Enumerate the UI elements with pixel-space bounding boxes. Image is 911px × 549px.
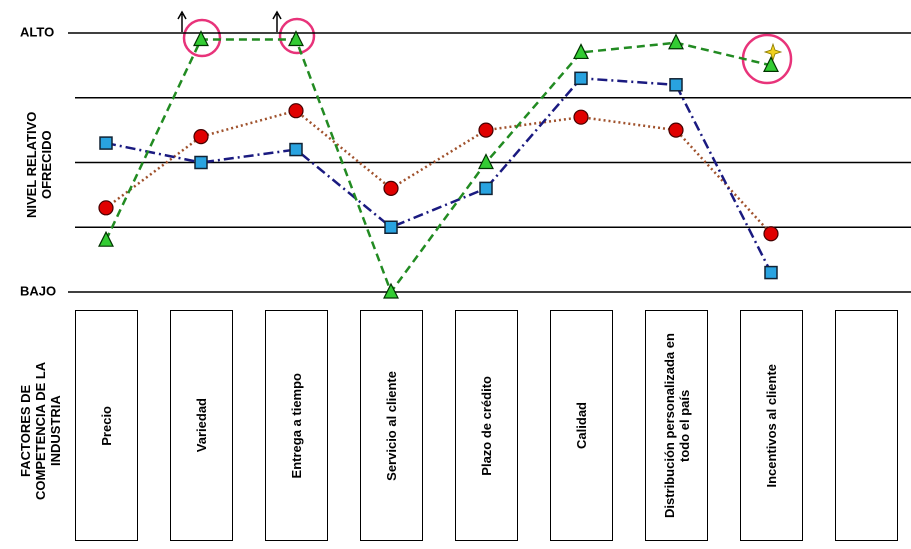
star — [763, 42, 783, 62]
x-tick-label: Distribución personalizada en todo el pa… — [661, 333, 692, 518]
x-tick-label: Plazo de crédito — [479, 375, 494, 476]
marker — [669, 78, 683, 92]
marker — [384, 220, 398, 234]
x-tick-label: Calidad — [574, 402, 589, 449]
marker — [98, 200, 114, 216]
x-tick-label: Variedad — [194, 398, 209, 453]
marker — [764, 265, 778, 280]
category-box: Distribución personalizada en todo el pa… — [645, 310, 708, 541]
marker — [573, 43, 589, 60]
marker — [194, 155, 208, 170]
arrow — [272, 10, 282, 32]
y-axis-title-wrap: NIVEL RELATIVO OFRECIDO — [14, 90, 64, 240]
category-box: Variedad — [170, 310, 233, 541]
marker — [478, 153, 494, 170]
y-tick-label: BAJO — [20, 283, 56, 298]
arrow — [177, 10, 187, 32]
category-box: Servicio al cliente — [360, 310, 423, 541]
marker — [668, 122, 684, 138]
marker — [99, 136, 113, 150]
series-line — [105, 109, 772, 235]
x-axis-title: FACTORES DE COMPETENCIA DE LA INDUSTRIA — [17, 361, 63, 500]
marker — [479, 181, 493, 196]
marker — [288, 103, 304, 119]
marker — [98, 230, 114, 247]
y-tick-label: ALTO — [20, 24, 54, 39]
marker — [574, 71, 588, 86]
marker — [193, 129, 209, 145]
marker — [763, 226, 779, 242]
y-axis-title: NIVEL RELATIVO OFRECIDO — [24, 111, 54, 219]
category-box: Precio — [75, 310, 138, 541]
x-tick-label: Entrega a tiempo — [289, 372, 304, 479]
category-box: Incentivos al cliente — [740, 310, 803, 541]
series-line — [104, 38, 772, 295]
marker — [763, 56, 779, 72]
marker — [478, 122, 494, 138]
marker — [289, 142, 303, 157]
category-box: Plazo de crédito — [455, 310, 518, 541]
x-tick-label: Incentivos al cliente — [764, 363, 779, 488]
highlight-circle — [278, 17, 316, 55]
marker — [383, 180, 399, 196]
x-axis-title-wrap: FACTORES DE COMPETENCIA DE LA INDUSTRIA — [8, 318, 72, 543]
category-box: Entrega a tiempo — [265, 310, 328, 541]
category-box: Calidad — [550, 310, 613, 541]
x-tick-label: Precio — [99, 405, 114, 446]
marker — [573, 109, 589, 125]
marker — [668, 33, 684, 50]
category-box — [835, 310, 898, 541]
marker — [383, 282, 399, 299]
highlight-circle — [741, 33, 793, 85]
highlight-circle — [182, 18, 222, 58]
marker — [193, 30, 209, 47]
marker — [288, 30, 304, 47]
series-line — [105, 77, 773, 274]
x-tick-label: Servicio al cliente — [384, 370, 399, 481]
